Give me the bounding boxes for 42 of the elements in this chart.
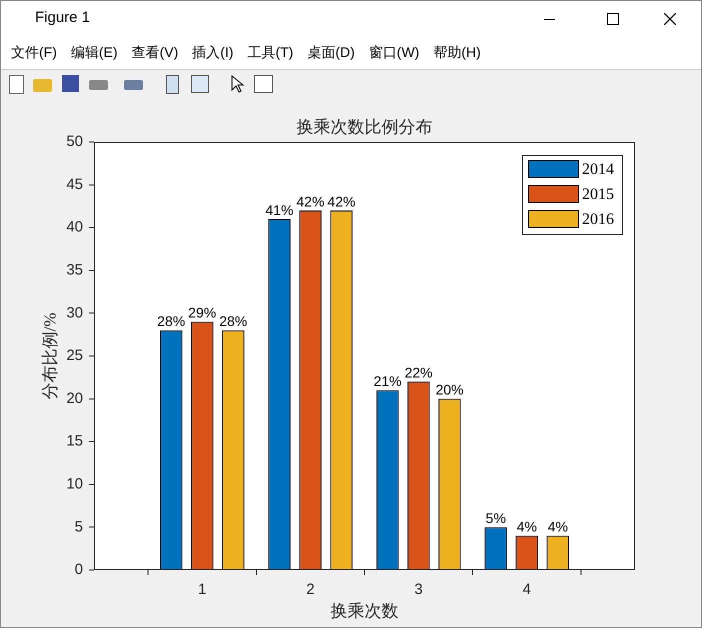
x-tick-label: 1 (198, 581, 206, 598)
data-label: 4% (548, 518, 568, 535)
x-tick-label: 3 (414, 581, 423, 598)
chart-title: 换乘次数比例分布 (296, 117, 432, 136)
data-label: 21% (374, 373, 402, 390)
data-label: 4% (516, 518, 537, 535)
data-label: 29% (188, 304, 216, 321)
y-tick-label: 45 (66, 176, 83, 193)
y-axis-title: 分布比例/% (40, 312, 60, 400)
text: 文件(F) (11, 44, 57, 62)
text: 帮助(H) (433, 44, 481, 62)
data-label: 42% (327, 193, 356, 210)
text: 窗口(W) (368, 44, 420, 62)
x-axis-title: 换乘次数 (330, 601, 398, 620)
y-tick-label: 15 (66, 432, 83, 450)
y-tick-label: 40 (66, 218, 83, 236)
legend-label: 2016 (582, 211, 614, 228)
data-label: 42% (296, 193, 324, 210)
data-label: 22% (404, 364, 433, 381)
text: 插入(I) (192, 44, 234, 62)
data-label: 5% (486, 510, 506, 526)
data-label: 28% (219, 313, 248, 330)
text: 桌面(D) (307, 44, 355, 62)
y-tick-label: 10 (66, 476, 83, 493)
y-tick-label: 20 (66, 390, 83, 407)
text: 编辑(E) (70, 44, 118, 62)
text: 工具(T) (247, 44, 294, 62)
legend-label: 2015 (582, 186, 614, 204)
caption: Figure 1 (35, 9, 90, 26)
legend-label: 2014 (582, 161, 614, 178)
x-tick-label: 2 (306, 581, 315, 598)
y-tick-label: 5 (74, 518, 83, 536)
data-label: 20% (436, 382, 464, 398)
y-tick-label: 0 (74, 561, 83, 578)
text: 查看(V) (132, 44, 178, 62)
y-tick-label: 30 (66, 304, 83, 322)
data-label: 41% (265, 202, 294, 218)
y-tick-label: 25 (66, 347, 83, 364)
y-tick-label: 35 (66, 262, 83, 279)
data-label: 28% (157, 313, 186, 330)
y-tick-label: 50 (66, 133, 83, 150)
x-tick-label: 4 (522, 581, 531, 598)
